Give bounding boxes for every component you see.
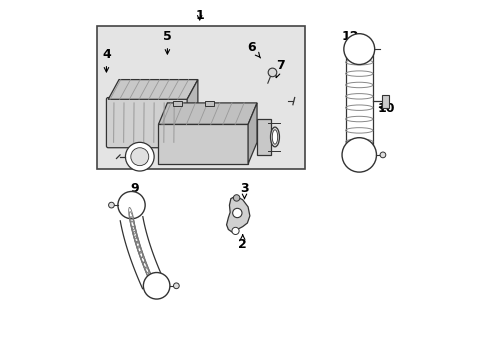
Polygon shape xyxy=(257,119,271,155)
Bar xyxy=(172,101,182,107)
FancyBboxPatch shape xyxy=(106,98,188,148)
Circle shape xyxy=(131,148,148,166)
Circle shape xyxy=(173,283,179,289)
Text: 11: 11 xyxy=(353,150,371,167)
Circle shape xyxy=(108,202,114,208)
Text: 1: 1 xyxy=(195,9,203,22)
Polygon shape xyxy=(226,196,249,232)
Polygon shape xyxy=(247,103,257,164)
Circle shape xyxy=(379,152,385,158)
Circle shape xyxy=(267,68,276,77)
Circle shape xyxy=(125,142,154,171)
Text: 12: 12 xyxy=(341,30,358,43)
Bar xyxy=(158,125,247,164)
Text: 6: 6 xyxy=(247,41,260,58)
Circle shape xyxy=(118,192,145,219)
Polygon shape xyxy=(108,80,198,99)
Circle shape xyxy=(231,227,239,234)
Ellipse shape xyxy=(270,127,279,147)
Bar xyxy=(97,26,305,169)
Text: 9: 9 xyxy=(131,183,139,199)
Circle shape xyxy=(341,138,376,172)
Text: 2: 2 xyxy=(238,235,246,251)
Circle shape xyxy=(233,195,239,201)
Text: 7: 7 xyxy=(275,59,284,78)
Bar xyxy=(204,101,214,107)
Text: 8: 8 xyxy=(152,283,161,300)
Polygon shape xyxy=(158,103,257,125)
Text: 5: 5 xyxy=(163,30,171,54)
Circle shape xyxy=(343,34,374,64)
Polygon shape xyxy=(187,80,198,146)
Text: 4: 4 xyxy=(102,48,111,72)
Text: 3: 3 xyxy=(240,183,248,199)
Ellipse shape xyxy=(272,130,277,144)
Bar xyxy=(381,95,388,108)
Circle shape xyxy=(143,273,169,299)
Circle shape xyxy=(232,208,242,218)
Text: 10: 10 xyxy=(377,102,394,115)
